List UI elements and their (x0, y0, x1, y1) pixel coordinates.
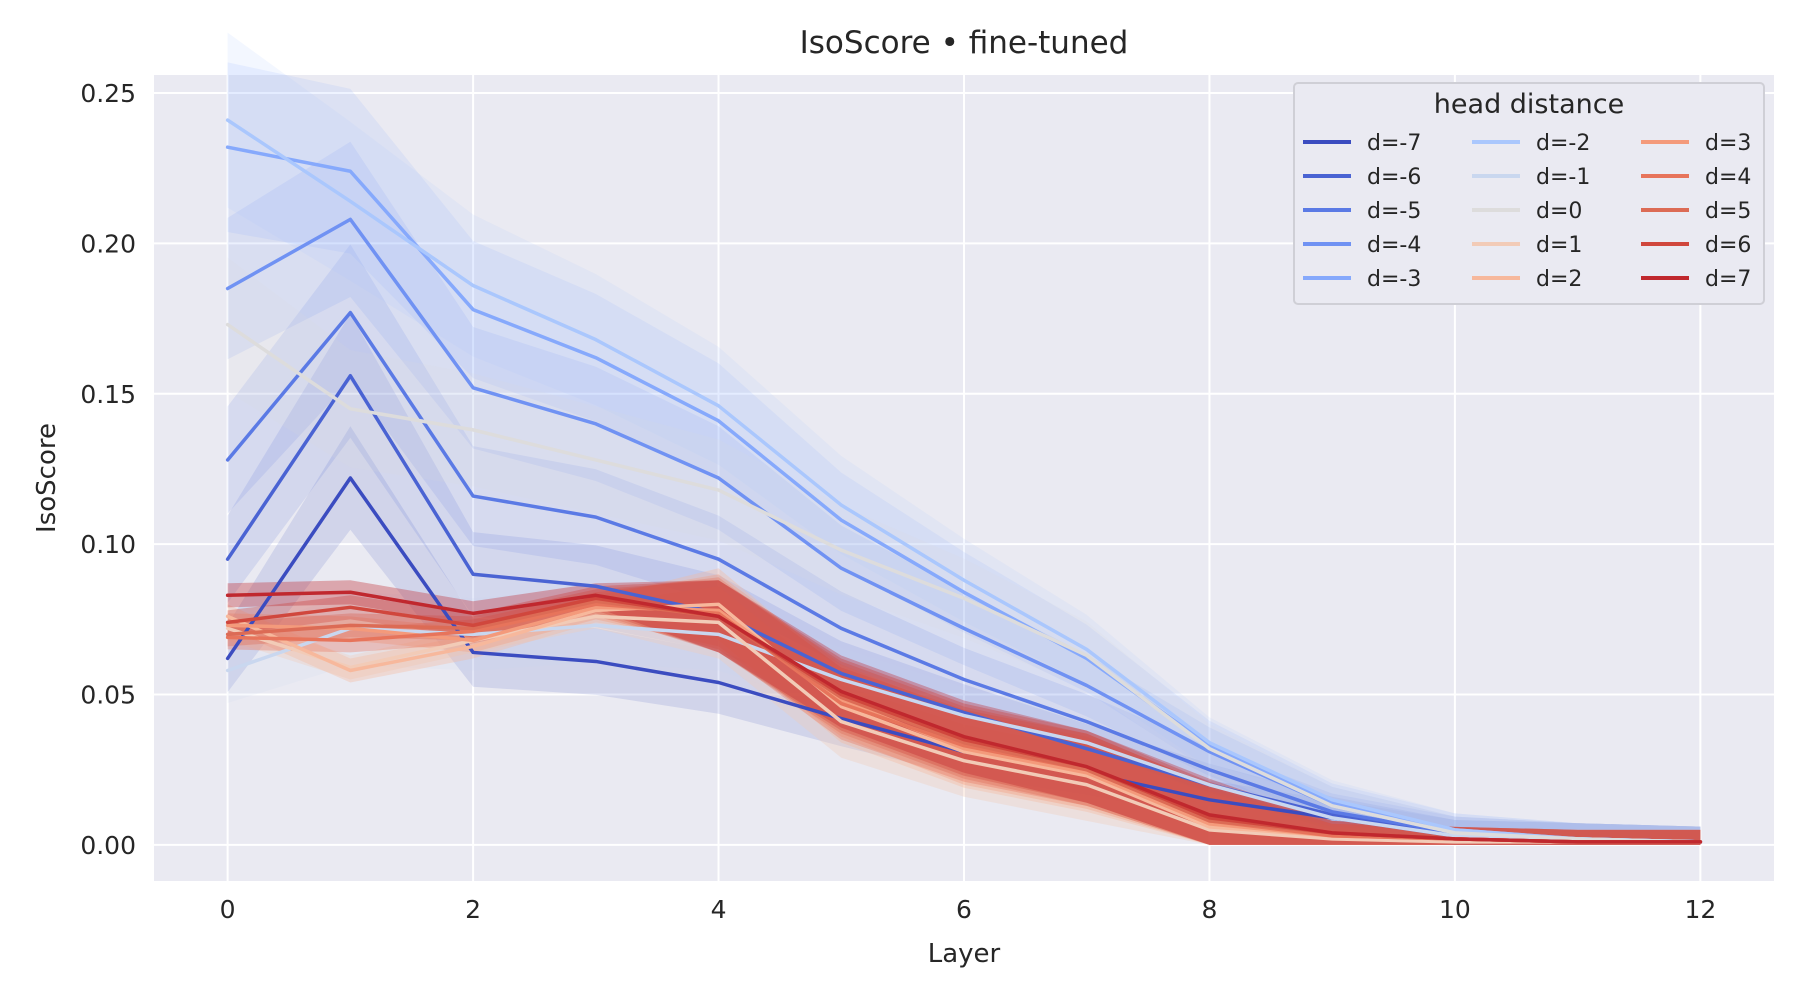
y-tick-label: 0.05 (80, 681, 136, 710)
y-tick-label: 0.10 (80, 530, 136, 559)
series-line (225, 590, 1703, 844)
confidence-band (227, 62, 1701, 845)
legend-label: d=6 (1705, 233, 1751, 258)
x-tick-label: 8 (1202, 895, 1218, 924)
legend: head distance d=-7d=-6d=-5d=-4d=-3d=-2d=… (1293, 82, 1765, 305)
series-line (225, 118, 1703, 844)
y-axis-label: IsoScore (32, 423, 62, 533)
y-tick-label: 0.20 (80, 229, 136, 258)
x-tick-label: 10 (1439, 895, 1471, 924)
legend-label: d=1 (1536, 233, 1582, 258)
series-line (225, 623, 1703, 844)
x-tick-label: 6 (956, 895, 972, 924)
x-tick-label: 2 (465, 895, 481, 924)
legend-label: d=-5 (1367, 199, 1421, 224)
chart-title: IsoScore • fine-tuned (800, 25, 1129, 61)
legend-label: d=-2 (1536, 131, 1590, 156)
legend-label: d=2 (1536, 267, 1582, 292)
legend-title: head distance (1434, 89, 1624, 120)
x-tick-label: 4 (711, 895, 727, 924)
legend-label: d=4 (1705, 165, 1751, 190)
y-tick-label: 0.15 (80, 380, 136, 409)
y-tick-label: 0.00 (80, 831, 136, 860)
x-axis-label: Layer (928, 939, 1001, 969)
confidence-band (227, 586, 1701, 845)
legend-label: d=-3 (1367, 267, 1421, 292)
legend-label: d=-4 (1367, 233, 1421, 258)
legend-box (1293, 82, 1765, 305)
x-tick-label: 12 (1684, 895, 1716, 924)
tick-labels: 0 2 4 6 8 10 12 0.00 0.05 0.10 0.15 0.20 0.25 (80, 79, 1716, 924)
legend-label: d=7 (1705, 267, 1751, 292)
confidence-band (227, 244, 1701, 845)
series-line (225, 322, 1703, 844)
confidence-band (227, 141, 1701, 845)
legend-label: d=0 (1536, 199, 1582, 224)
legend-label: d=5 (1705, 199, 1751, 224)
legend-items: d=-7 d=-6 d=-5 d=-4 d=-3 d=-2 d=-1 d=0 d=1 d=2 d=3… (1303, 131, 1751, 292)
legend-label: d=-6 (1367, 165, 1421, 190)
legend-label: d=3 (1705, 131, 1751, 156)
legend-label: d=-1 (1536, 165, 1590, 190)
legend-label: d=-7 (1367, 131, 1421, 156)
x-tick-label: 0 (220, 895, 236, 924)
series-lines (225, 118, 1703, 844)
y-tick-label: 0.25 (80, 79, 136, 108)
